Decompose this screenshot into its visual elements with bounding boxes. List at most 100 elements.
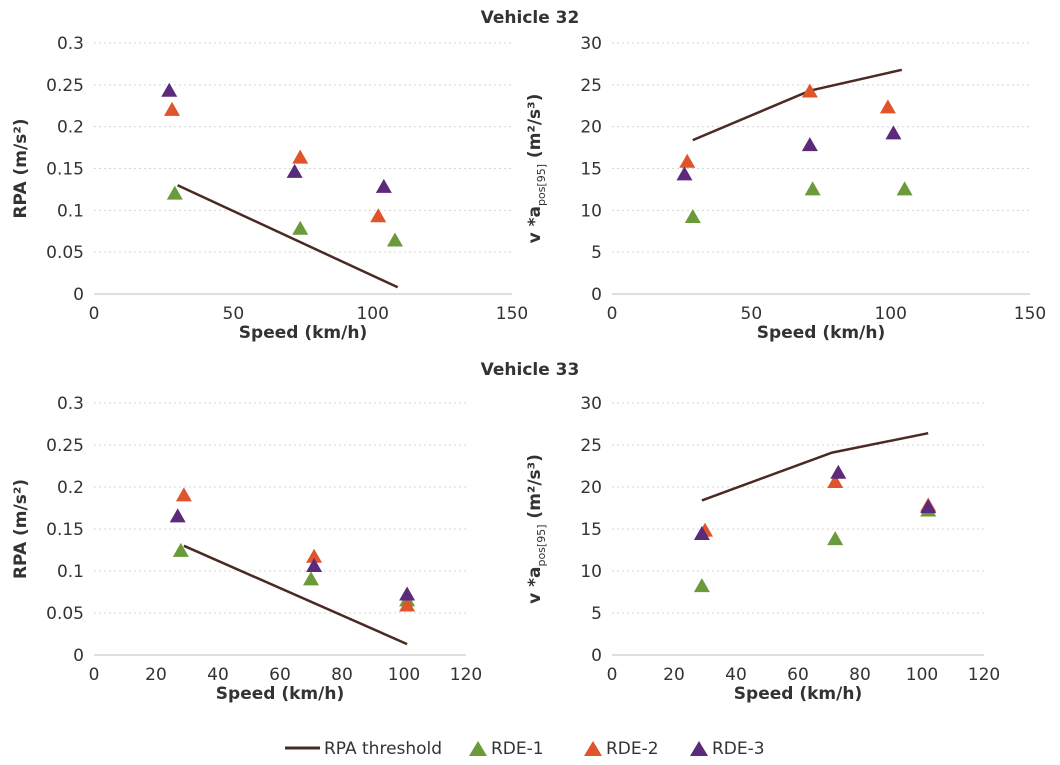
x-tick-label: 120 <box>968 665 1000 685</box>
chart-vehicle32-rpa: 0 0.05 0.1 0.15 0.2 0.25 0.3 0 50 100 150 Speed (km… <box>11 34 528 343</box>
y-tick-label: 0.15 <box>46 520 84 540</box>
rde1-point <box>166 185 183 200</box>
x-tick-label: 100 <box>874 304 906 324</box>
chart-vehicle33-rpa: 0 0.05 0.1 0.15 0.2 0.25 0.3 0 20 40 60 80 100 120 Spe… <box>11 394 482 704</box>
y-tick-label: 0.3 <box>57 394 84 414</box>
x-tick-label: 150 <box>496 304 528 324</box>
rde2-point <box>879 99 896 114</box>
x-tick-label: 20 <box>145 665 167 685</box>
rde1-point <box>896 181 913 196</box>
y-tick-label: 0.2 <box>57 118 84 138</box>
y-tick-label: 15 <box>580 160 602 180</box>
y-tick-label: 0.25 <box>46 436 84 456</box>
rde3-point <box>161 82 178 97</box>
y-tick-label: 25 <box>580 76 602 96</box>
legend-rde1-marker <box>469 741 487 756</box>
vehicle-32-title: Vehicle 32 <box>481 8 580 28</box>
rpa-threshold-line <box>692 68 903 142</box>
y-tick-label: 0.15 <box>46 160 84 180</box>
y-tick-label: 5 <box>591 243 602 263</box>
rde3-point <box>676 166 693 181</box>
y-tick-label: 10 <box>580 201 602 221</box>
x-tick-label: 20 <box>663 665 685 685</box>
rde1-point <box>804 181 821 196</box>
x-tick-label: 150 <box>1014 304 1046 324</box>
rde3-point <box>375 178 392 193</box>
vehicle-33-title: Vehicle 33 <box>481 360 580 380</box>
y-tick-label: 25 <box>580 436 602 456</box>
y-axis-title: v *apos[95] (m²/s³) <box>525 94 548 244</box>
rde3-point <box>830 464 847 479</box>
x-tick-label: 50 <box>741 304 763 324</box>
rde3-point <box>920 499 937 514</box>
y-tick-label: 0.05 <box>46 604 84 624</box>
x-tick-label: 60 <box>787 665 809 685</box>
x-tick-label: 0 <box>89 304 100 324</box>
legend: RPA threshold RDE-1 RDE-2 RDE-3 <box>285 739 765 759</box>
rde2-point <box>679 153 696 168</box>
x-axis-title: Speed (km/h) <box>216 684 344 704</box>
chart-vehicle33-va: 0 5 10 15 20 25 30 0 20 40 60 80 100 120 Speed (km/h) v… <box>525 394 1000 704</box>
y-tick-label: 0 <box>73 646 84 666</box>
rde2-point <box>306 548 323 563</box>
rde2-point <box>164 101 181 116</box>
y-tick-label: 0.1 <box>57 562 84 582</box>
y-axis-title: RPA (m/s²) <box>11 118 31 218</box>
rde2-point <box>827 473 844 488</box>
rde2-point <box>801 83 818 98</box>
rpa-threshold-line <box>183 544 408 646</box>
y-tick-label: 15 <box>580 520 602 540</box>
rpa-threshold-line <box>701 431 929 502</box>
rde1-point <box>827 531 844 546</box>
x-tick-label: 0 <box>607 304 618 324</box>
legend-rde3-label: RDE-3 <box>712 739 765 759</box>
y-tick-label: 30 <box>580 394 602 414</box>
rde2-point <box>370 208 387 223</box>
x-axis-title: Speed (km/h) <box>734 684 862 704</box>
rde1-point <box>303 571 319 586</box>
x-tick-label: 40 <box>725 665 747 685</box>
y-tick-label: 10 <box>580 562 602 582</box>
rde3-point <box>169 508 186 523</box>
y-tick-label: 0.25 <box>46 76 84 96</box>
y-tick-label: 30 <box>580 34 602 54</box>
rde3-point <box>399 586 416 601</box>
x-tick-label: 50 <box>223 304 245 324</box>
rde2-point <box>399 597 416 612</box>
y-tick-label: 20 <box>580 478 602 498</box>
y-tick-label: 0.3 <box>57 34 84 54</box>
y-tick-label: 0 <box>591 285 602 305</box>
x-tick-label: 100 <box>356 304 388 324</box>
x-tick-label: 40 <box>207 665 229 685</box>
y-tick-label: 0.1 <box>57 201 84 221</box>
y-tick-label: 0.2 <box>57 478 84 498</box>
rpa-threshold-line <box>177 184 399 289</box>
x-axis-title: Speed (km/h) <box>757 323 885 343</box>
y-tick-label: 0 <box>73 285 84 305</box>
x-tick-label: 100 <box>906 665 938 685</box>
legend-rde2-label: RDE-2 <box>606 739 659 759</box>
x-tick-label: 120 <box>450 665 482 685</box>
y-tick-label: 0.05 <box>46 243 84 263</box>
rde1-point <box>684 209 701 224</box>
legend-threshold-label: RPA threshold <box>324 739 442 759</box>
rde1-point <box>386 232 403 247</box>
x-tick-label: 0 <box>607 665 618 685</box>
x-tick-label: 80 <box>849 665 871 685</box>
chart-vehicle32-va: 0 5 10 15 20 25 30 0 50 100 150 Speed (km/h) v *apos… <box>525 34 1046 343</box>
rde3-point <box>801 137 818 152</box>
x-tick-label: 100 <box>388 665 420 685</box>
rde2-point <box>175 487 192 502</box>
y-axis-title: RPA (m/s²) <box>11 479 31 579</box>
x-tick-label: 80 <box>331 665 353 685</box>
y-axis-title: v *apos[95] (m²/s³) <box>525 454 548 604</box>
rde1-point <box>292 220 309 235</box>
legend-rde1-label: RDE-1 <box>491 739 544 759</box>
rde3-point <box>286 163 303 178</box>
legend-rde3-marker <box>690 741 708 756</box>
x-tick-label: 0 <box>89 665 100 685</box>
rde3-point <box>693 526 710 541</box>
y-tick-label: 0 <box>591 646 602 666</box>
legend-rde2-marker <box>584 741 602 756</box>
y-tick-label: 20 <box>580 118 602 138</box>
